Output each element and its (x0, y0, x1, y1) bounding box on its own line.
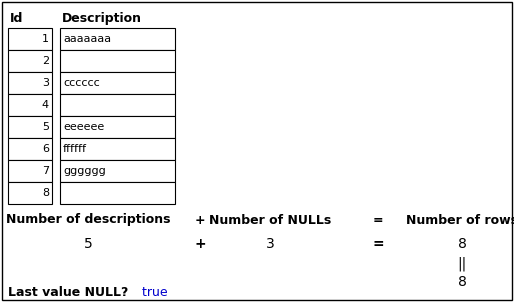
Bar (60, 94, 175, 116)
Text: 6: 6 (42, 144, 49, 154)
Bar (8, 94, 52, 116)
Text: 7: 7 (42, 166, 49, 176)
Text: eeeeee: eeeeee (63, 122, 104, 132)
Bar (60, 50, 175, 72)
Text: gggggg: gggggg (63, 166, 106, 176)
Text: 3: 3 (266, 237, 274, 251)
Text: ||: || (457, 257, 467, 271)
Text: 3: 3 (42, 78, 49, 88)
Bar (8, 72, 52, 94)
Text: =: = (373, 214, 383, 226)
Text: =: = (372, 237, 384, 251)
Text: +: + (195, 214, 205, 226)
Text: 8: 8 (457, 275, 466, 289)
Text: ffffff: ffffff (63, 144, 87, 154)
Text: Id: Id (10, 12, 23, 25)
Text: 8: 8 (42, 188, 49, 198)
Text: Number of descriptions: Number of descriptions (6, 214, 170, 226)
Bar (60, 28, 175, 50)
Text: Number of rows: Number of rows (406, 214, 514, 226)
Text: aaaaaaa: aaaaaaa (63, 34, 111, 44)
Text: 1: 1 (42, 34, 49, 44)
Text: Description: Description (62, 12, 142, 25)
Text: Number of NULLs: Number of NULLs (209, 214, 331, 226)
Text: Last value NULL?: Last value NULL? (8, 285, 128, 298)
Bar (8, 138, 52, 160)
Text: 5: 5 (42, 122, 49, 132)
Bar (8, 116, 52, 138)
Text: 8: 8 (457, 237, 466, 251)
Text: true: true (138, 285, 168, 298)
Bar (8, 28, 52, 50)
Text: 2: 2 (42, 56, 49, 66)
Text: 4: 4 (42, 100, 49, 110)
Bar (8, 160, 52, 182)
Bar (60, 116, 175, 138)
Bar (8, 50, 52, 72)
Bar (60, 138, 175, 160)
Bar (60, 182, 175, 204)
Bar (60, 72, 175, 94)
Bar (60, 160, 175, 182)
Text: +: + (194, 237, 206, 251)
Text: 5: 5 (84, 237, 93, 251)
Text: cccccc: cccccc (63, 78, 100, 88)
Bar (8, 182, 52, 204)
